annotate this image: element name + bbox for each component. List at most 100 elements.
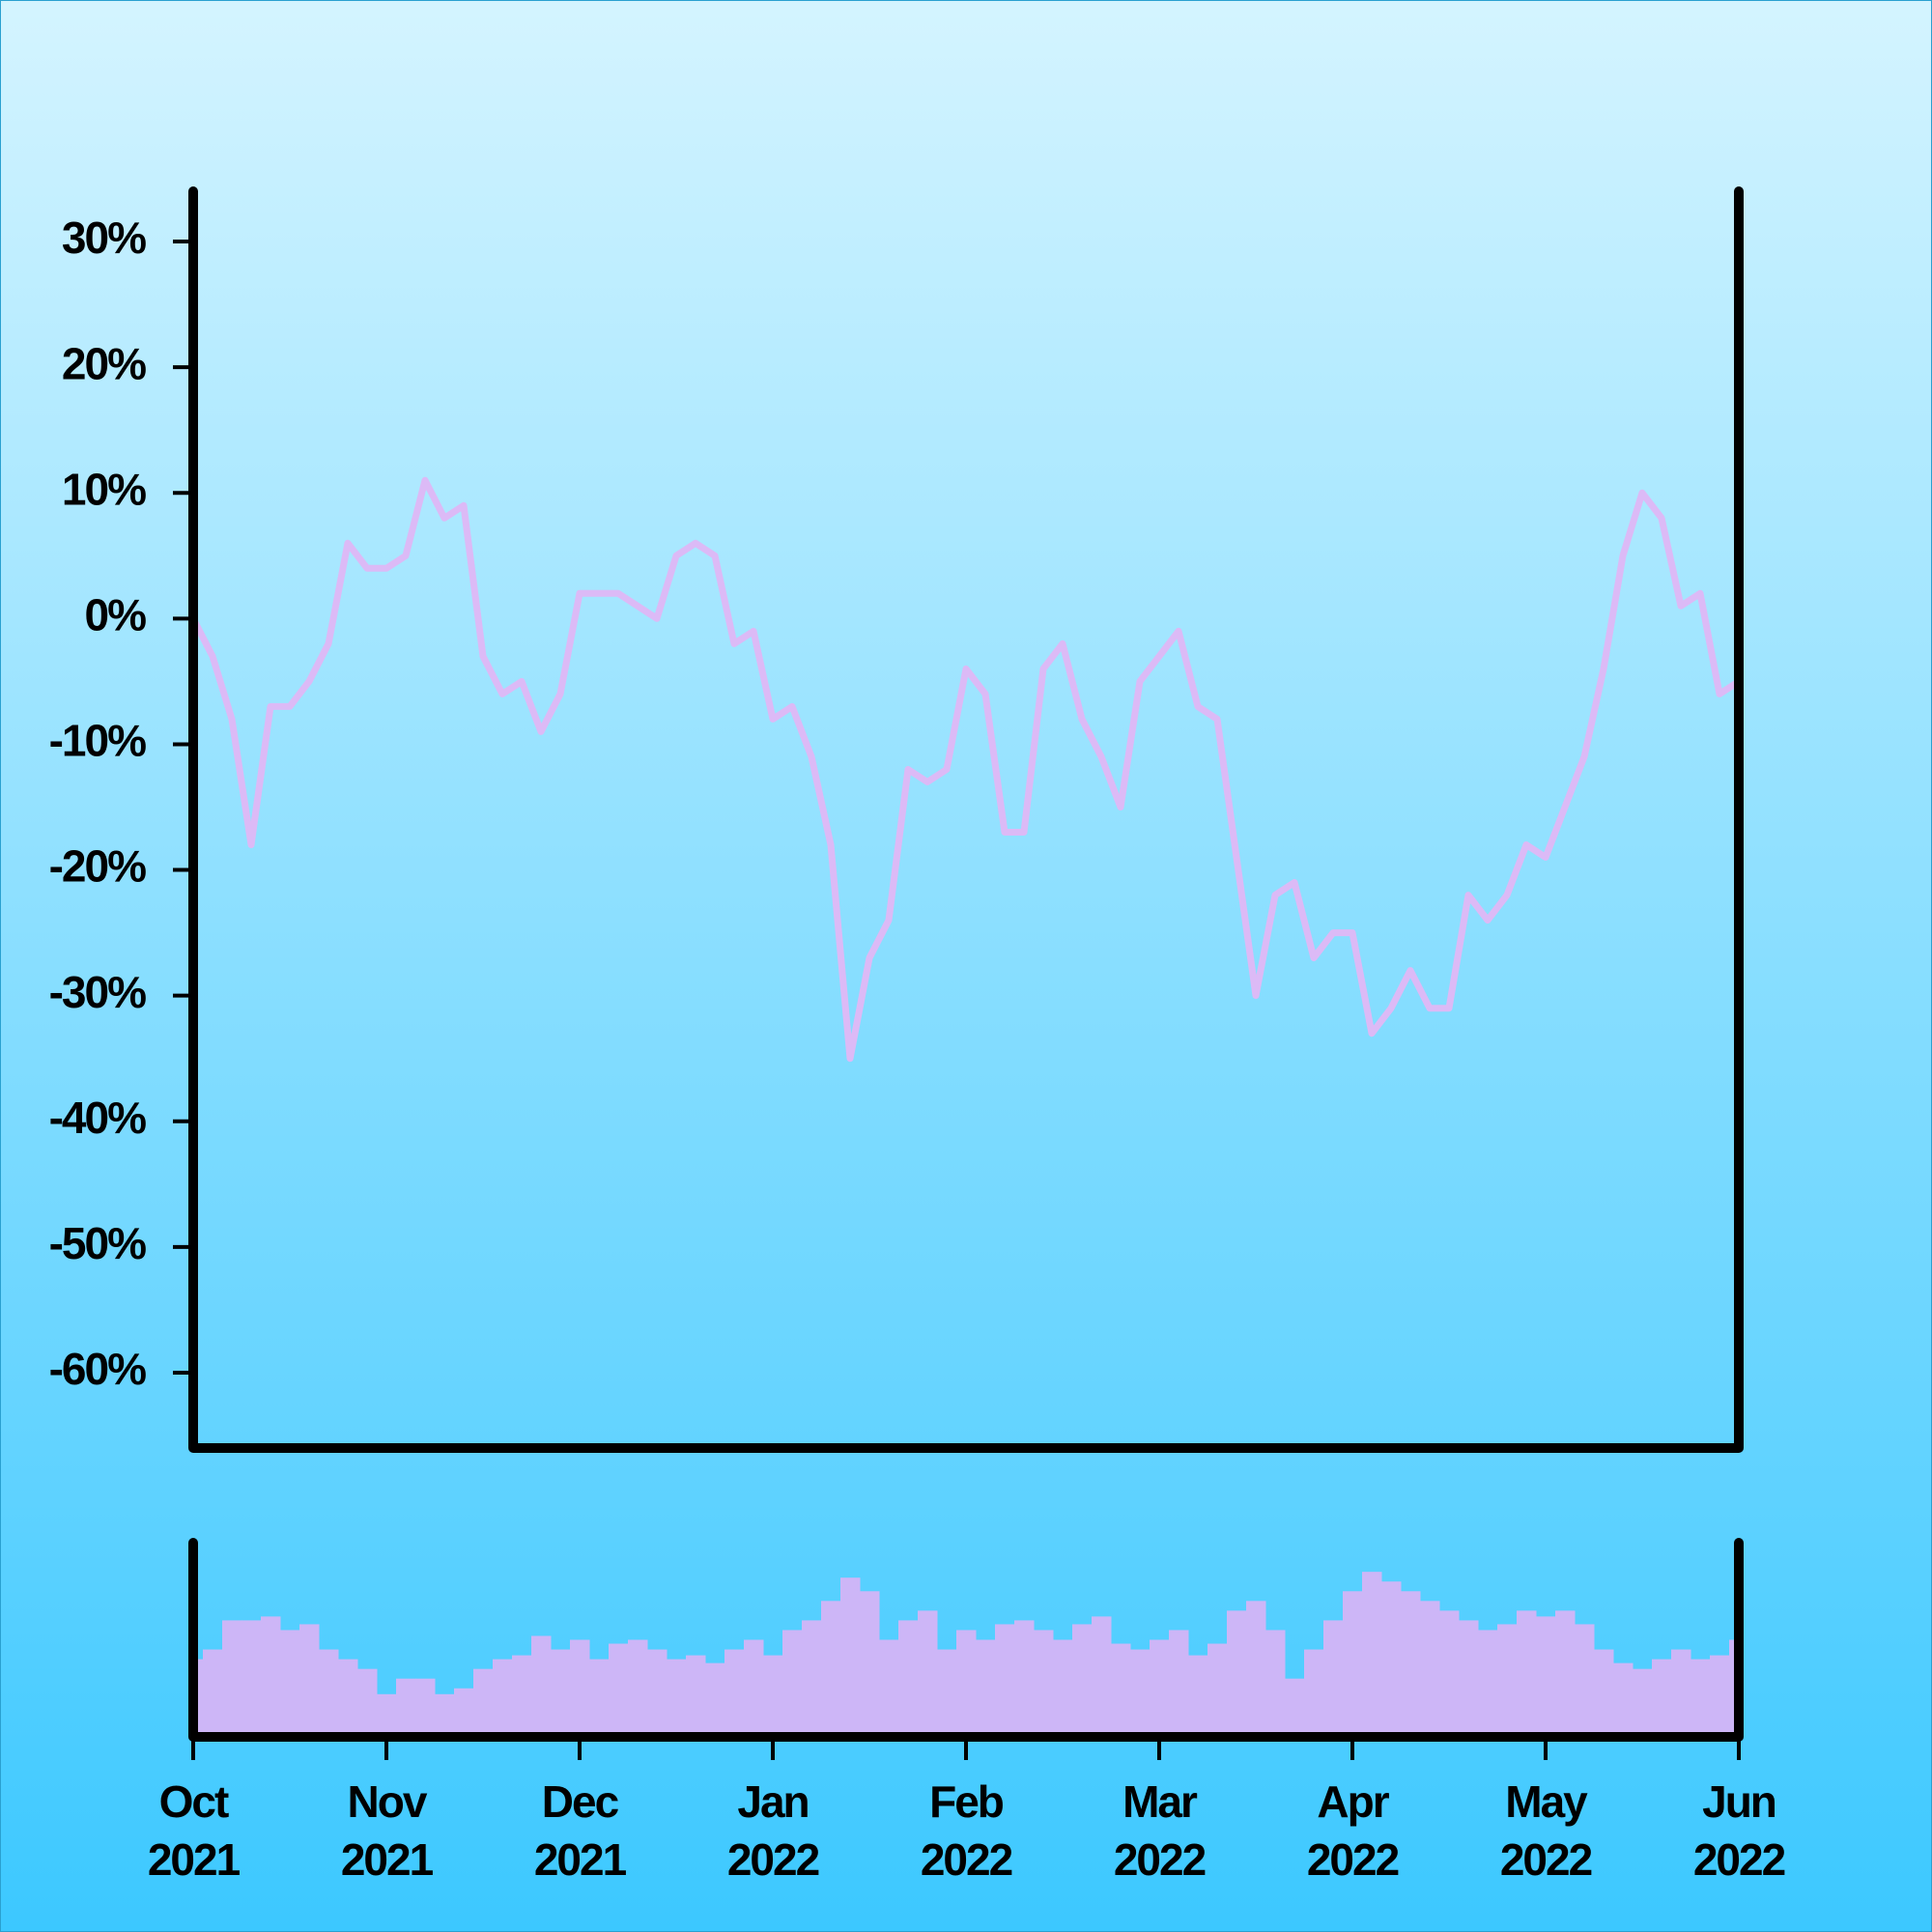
volume-bar bbox=[1478, 1630, 1498, 1737]
volume-bar bbox=[1285, 1678, 1305, 1737]
volume-bar bbox=[937, 1649, 957, 1737]
volume-bar bbox=[1362, 1572, 1382, 1737]
volume-bar bbox=[1671, 1649, 1691, 1737]
volume-bar bbox=[976, 1639, 996, 1737]
volume-bar bbox=[609, 1643, 629, 1737]
volume-bar bbox=[1459, 1620, 1479, 1737]
volume-bar bbox=[1652, 1659, 1672, 1737]
volume-bar bbox=[1227, 1610, 1247, 1737]
volume-bar bbox=[1246, 1601, 1266, 1737]
volume-bar bbox=[1401, 1591, 1421, 1737]
volume-bar bbox=[531, 1635, 552, 1737]
volume-bar bbox=[1323, 1620, 1344, 1737]
y-tick-label: 10% bbox=[62, 464, 146, 514]
volume-bar bbox=[1053, 1639, 1073, 1737]
volume-bar bbox=[1710, 1655, 1730, 1737]
volume-bar bbox=[1265, 1630, 1286, 1737]
y-tick-label: -10% bbox=[49, 716, 146, 766]
y-tick-label: -50% bbox=[49, 1218, 146, 1268]
volume-bar bbox=[222, 1620, 242, 1737]
volume-bar bbox=[299, 1624, 320, 1737]
volume-bar bbox=[338, 1659, 358, 1737]
volume-bar bbox=[319, 1649, 339, 1737]
volume-bar bbox=[840, 1577, 861, 1737]
volume-bar bbox=[415, 1678, 436, 1737]
volume-bar bbox=[686, 1655, 706, 1737]
volume-bar bbox=[357, 1668, 378, 1737]
volume-bar bbox=[1381, 1581, 1402, 1737]
volume-bar bbox=[1169, 1630, 1189, 1737]
volume-bar bbox=[802, 1620, 822, 1737]
x-tick-label: Dec 2021 bbox=[533, 1776, 627, 1885]
volume-bar bbox=[667, 1659, 687, 1737]
volume-bar bbox=[763, 1655, 783, 1737]
x-tick-label: Feb 2022 bbox=[920, 1776, 1013, 1885]
volume-bar bbox=[512, 1655, 532, 1737]
volume-bar bbox=[203, 1649, 223, 1737]
volume-bar bbox=[1034, 1630, 1054, 1737]
volume-bar bbox=[1575, 1624, 1595, 1737]
volume-bar bbox=[493, 1659, 513, 1737]
volume-bar bbox=[782, 1630, 803, 1737]
x-tick-label: Nov 2021 bbox=[340, 1776, 434, 1885]
volume-bar bbox=[570, 1639, 590, 1737]
volume-bar bbox=[744, 1639, 764, 1737]
volume-bar bbox=[454, 1688, 474, 1737]
volume-bar bbox=[473, 1668, 494, 1737]
volume-bar bbox=[995, 1624, 1015, 1737]
volume-bar bbox=[1111, 1643, 1131, 1737]
plot-area bbox=[193, 476, 1739, 1063]
volume-bar bbox=[724, 1649, 745, 1737]
volume-bar bbox=[1517, 1610, 1537, 1737]
volume-bar bbox=[1188, 1655, 1208, 1737]
axis-frame bbox=[188, 1538, 1744, 1742]
y-tick-label: 30% bbox=[62, 213, 146, 263]
volume-bar bbox=[1497, 1624, 1518, 1737]
x-tick-label: Mar 2022 bbox=[1113, 1776, 1207, 1885]
volume-bar bbox=[1304, 1649, 1324, 1737]
volume-bar bbox=[1014, 1620, 1035, 1737]
volume-bar bbox=[1343, 1591, 1363, 1737]
volume-bar bbox=[589, 1659, 610, 1737]
y-tick-label: -20% bbox=[49, 841, 146, 892]
volume-bar bbox=[551, 1649, 571, 1737]
volume-bar bbox=[377, 1693, 397, 1737]
volume-bar bbox=[1594, 1649, 1614, 1737]
y-tick-label: 20% bbox=[62, 338, 146, 388]
volume-bar bbox=[1613, 1662, 1634, 1737]
volume-bar bbox=[1130, 1649, 1151, 1737]
volume-bar bbox=[1092, 1616, 1112, 1737]
volume-bar bbox=[193, 1659, 204, 1737]
y-tick-label: 0% bbox=[85, 589, 147, 639]
y-tick-label: -40% bbox=[49, 1093, 146, 1143]
volume-bar bbox=[628, 1639, 648, 1737]
volume-bar bbox=[1690, 1659, 1711, 1737]
x-tick-label: May 2022 bbox=[1499, 1776, 1593, 1885]
volume-bar bbox=[1208, 1643, 1228, 1737]
x-tick-label: Jan 2022 bbox=[726, 1776, 820, 1885]
volume-bar bbox=[1420, 1601, 1440, 1737]
volume-bar bbox=[1150, 1639, 1170, 1737]
volume-bar bbox=[918, 1610, 938, 1737]
x-tick-label: Apr 2022 bbox=[1306, 1776, 1400, 1885]
axis-frame bbox=[188, 186, 1744, 1453]
volume-bar bbox=[1439, 1610, 1460, 1737]
y-tick-label: -30% bbox=[49, 967, 146, 1017]
volume-bar bbox=[860, 1591, 880, 1737]
volume-bar bbox=[956, 1630, 977, 1737]
y-tick-label: -60% bbox=[49, 1344, 146, 1394]
volume-bar bbox=[280, 1630, 300, 1737]
volume-bar bbox=[1555, 1610, 1576, 1737]
x-tick-label: Oct 2021 bbox=[147, 1776, 241, 1885]
x-tick-label: Jun 2022 bbox=[1692, 1776, 1786, 1885]
volume-bar bbox=[435, 1693, 455, 1737]
volume-bar bbox=[647, 1649, 668, 1737]
volume-bar bbox=[705, 1662, 725, 1737]
line bbox=[193, 476, 1739, 1063]
volume-bar bbox=[1536, 1616, 1556, 1737]
volume-bar bbox=[879, 1639, 899, 1737]
volume-bar bbox=[1072, 1624, 1093, 1737]
